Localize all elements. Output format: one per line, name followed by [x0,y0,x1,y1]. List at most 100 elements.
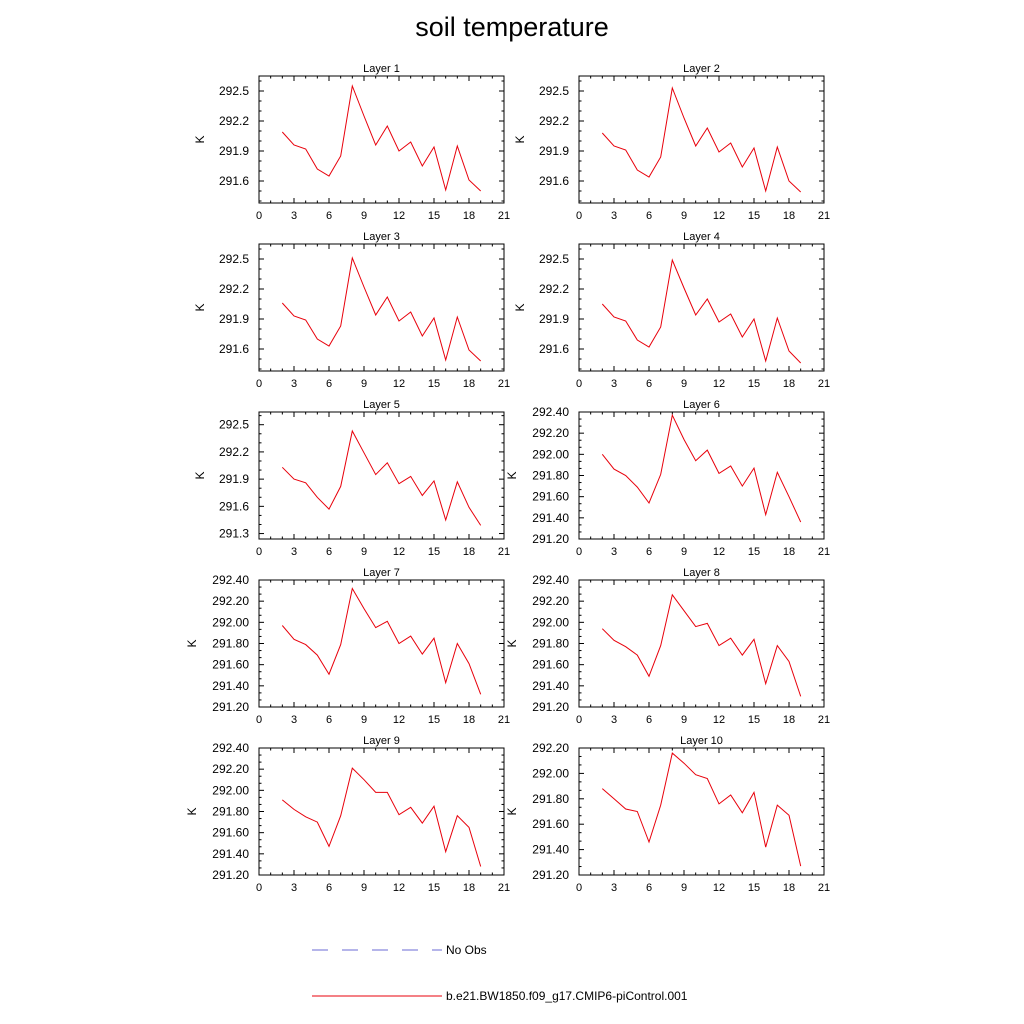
chart-panel-10: Layer 10 0 3 6 9 12 15 18 21 291.20 291.40 291.60 29… [505,735,830,894]
plot-frame [258,411,505,540]
y-tick-label: 292.00 [212,783,249,797]
x-tick-label: 12 [713,378,725,390]
plot-frame [258,75,505,204]
y-tick-label: 291.6 [219,499,249,513]
x-tick-label: 15 [428,882,440,894]
x-tick-label: 12 [713,714,725,726]
x-tick-label: 18 [783,546,795,558]
y-tick-label: 291.80 [532,792,569,806]
x-tick-label: 6 [326,378,332,390]
x-tick-label: 18 [463,378,475,390]
x-tick-label: 0 [576,210,582,222]
panel-title: Layer 10 [680,735,723,747]
x-tick-label: 21 [498,210,510,222]
x-tick-label: 21 [818,210,830,222]
y-tick-label: 292.00 [532,615,569,629]
x-tick-label: 15 [748,210,760,222]
y-axis-label: K [193,303,207,311]
y-tick-label: 291.9 [539,312,569,326]
x-tick-label: 0 [256,546,262,558]
y-tick-label: 291.20 [532,868,569,882]
plot-frame [258,243,505,372]
x-tick-label: 3 [291,546,297,558]
series-line [281,256,482,362]
x-tick-label: 9 [361,378,367,390]
x-tick-label: 12 [393,378,405,390]
x-tick-label: 9 [681,546,687,558]
panel-title: Layer 5 [363,399,400,411]
y-tick-label: 291.80 [212,805,249,819]
y-tick-label: 292.40 [212,573,249,587]
chart-panel-1: Layer 1 0 3 6 9 12 15 18 21 291.6 291.9 292.2 292.5 K [193,63,510,222]
y-tick-label: 291.40 [532,843,569,857]
chart-panel-5: Layer 5 0 3 6 9 12 15 18 21 291.3 291.6 291.9 292.2 2… [193,399,510,558]
y-tick-label: 291.20 [532,700,569,714]
panel-title: Layer 7 [363,567,400,579]
y-tick-label: 292.20 [532,741,569,755]
chart-panel-9: Layer 9 0 3 6 9 12 15 18 21 291.20 291.40 291.60 291… [185,735,510,894]
x-tick-label: 12 [713,210,725,222]
x-tick-label: 12 [713,546,725,558]
y-tick-label: 291.80 [212,637,249,651]
y-tick-label: 291.6 [539,174,569,188]
x-tick-label: 0 [256,210,262,222]
x-tick-label: 0 [576,378,582,390]
x-tick-label: 9 [681,378,687,390]
x-tick-label: 9 [681,882,687,894]
x-tick-label: 21 [498,546,510,558]
chart-panel-2: Layer 2 0 3 6 9 12 15 18 21 291.6 291.9 292.2 292.5 K [513,63,830,222]
y-tick-label: 291.6 [219,342,249,356]
x-tick-label: 9 [361,210,367,222]
series-line [281,587,482,695]
x-tick-label: 15 [428,378,440,390]
series-line [281,84,482,192]
x-tick-label: 12 [393,546,405,558]
y-tick-label: 292.5 [219,84,249,98]
chart-panel-8: Layer 8 0 3 6 9 12 15 18 21 291.20 291.40 291.60 291… [505,567,830,726]
y-tick-label: 291.40 [212,847,249,861]
chart-panel-4: Layer 4 0 3 6 9 12 15 18 21 291.6 291.9 292.2 292.5 K [513,231,830,390]
y-tick-label: 291.9 [219,312,249,326]
page-title: soil temperature [415,12,609,42]
x-tick-label: 0 [576,882,582,894]
x-tick-label: 18 [783,210,795,222]
x-tick-label: 6 [646,210,652,222]
y-tick-label: 292.5 [539,84,569,98]
x-tick-label: 21 [498,882,510,894]
y-tick-label: 292.2 [219,114,249,128]
y-tick-label: 292.40 [532,573,569,587]
y-tick-label: 291.20 [212,868,249,882]
y-tick-label: 291.60 [532,490,569,504]
x-tick-label: 12 [393,210,405,222]
x-tick-label: 12 [393,714,405,726]
x-tick-label: 6 [326,210,332,222]
x-tick-label: 15 [748,882,760,894]
y-tick-label: 292.2 [539,282,569,296]
y-tick-label: 292.2 [219,282,249,296]
y-tick-label: 292.40 [212,741,249,755]
series-line [281,429,482,526]
series-line [281,767,482,867]
x-tick-label: 21 [498,714,510,726]
y-tick-label: 292.40 [532,405,569,419]
x-tick-label: 9 [361,882,367,894]
x-tick-label: 18 [783,378,795,390]
y-tick-label: 291.9 [219,144,249,158]
x-tick-label: 21 [498,378,510,390]
x-tick-label: 21 [818,546,830,558]
y-tick-label: 292.2 [539,114,569,128]
x-tick-label: 18 [783,714,795,726]
x-tick-label: 3 [611,882,617,894]
series-line [601,752,802,867]
x-tick-label: 21 [818,714,830,726]
x-tick-label: 6 [326,546,332,558]
chart-panel-6: Layer 6 0 3 6 9 12 15 18 21 291.20 291.40 291.60 291… [505,399,830,558]
y-tick-label: 292.20 [532,426,569,440]
x-tick-label: 6 [646,882,652,894]
x-tick-label: 6 [646,546,652,558]
x-tick-label: 15 [748,546,760,558]
y-tick-label: 291.40 [212,679,249,693]
x-tick-label: 3 [611,378,617,390]
x-tick-label: 0 [256,882,262,894]
